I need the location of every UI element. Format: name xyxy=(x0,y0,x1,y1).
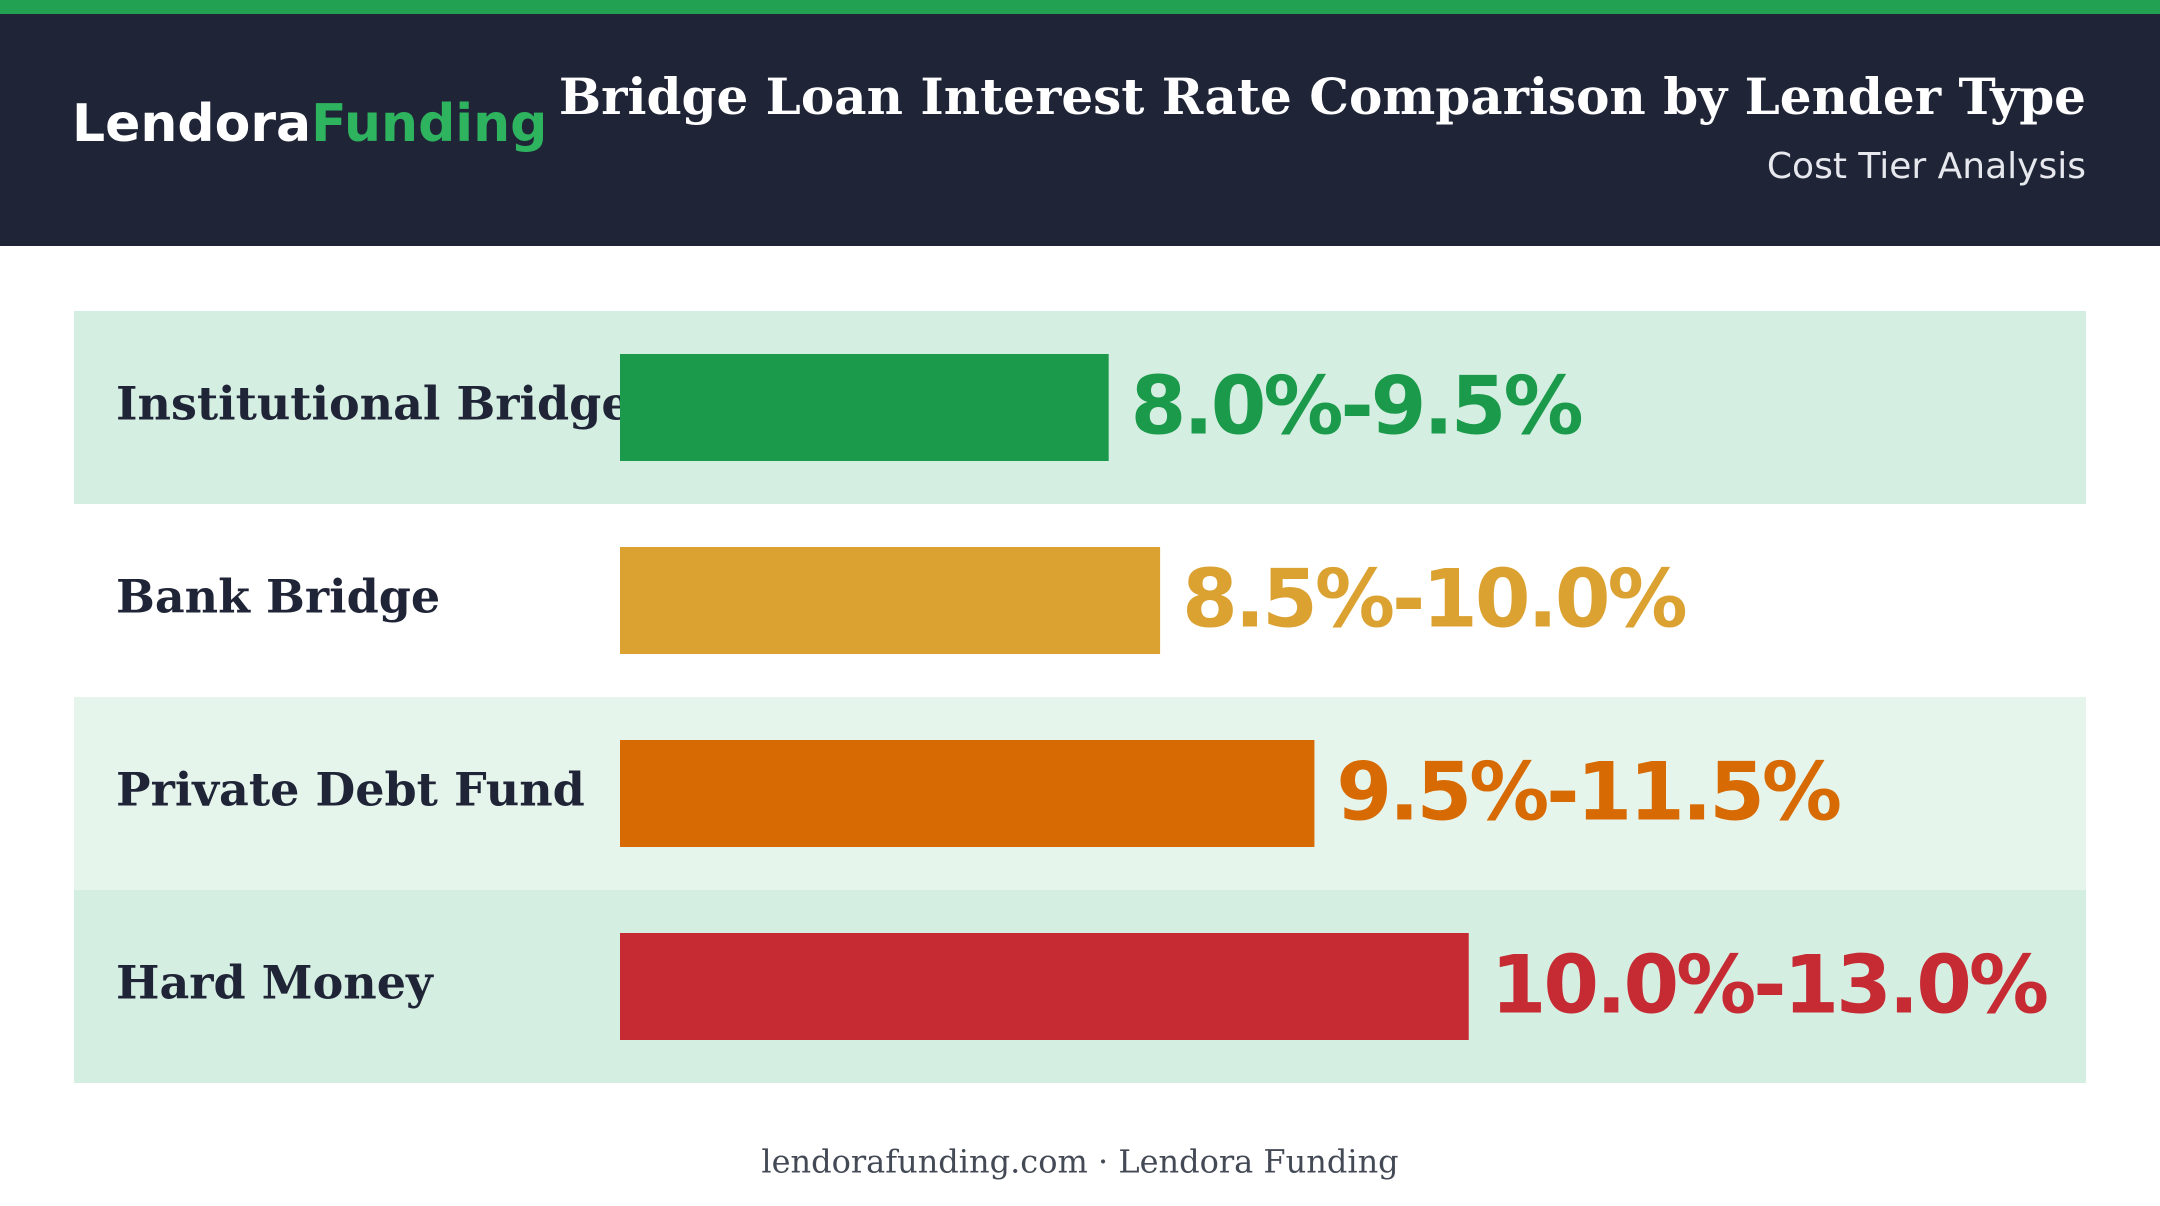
category-label: Bank Bridge xyxy=(116,570,440,624)
bar xyxy=(620,933,1469,1040)
footer: lendorafunding.com · Lendora Funding xyxy=(761,1143,1398,1181)
logo: LendoraFunding xyxy=(72,94,547,154)
logo-primary: Lendora xyxy=(72,94,311,154)
bar xyxy=(620,740,1315,847)
chart-subtitle: Cost Tier Analysis xyxy=(1767,146,2086,187)
header-bar xyxy=(0,14,2160,246)
chart-title: Bridge Loan Interest Rate Comparison by … xyxy=(559,67,2086,126)
bar xyxy=(620,354,1109,461)
category-label: Hard Money xyxy=(116,956,434,1010)
value-label: 9.5%-11.5% xyxy=(1336,745,1839,838)
bar xyxy=(620,547,1161,654)
top-stripe xyxy=(0,0,2160,14)
category-label: Institutional Bridge xyxy=(116,377,631,431)
logo-accent: Funding xyxy=(311,94,547,154)
value-label: 8.5%-10.0% xyxy=(1182,552,1685,645)
value-label: 10.0%-13.0% xyxy=(1491,938,2047,1031)
value-label: 8.0%-9.5% xyxy=(1131,359,1582,452)
category-label: Private Debt Fund xyxy=(116,763,585,817)
